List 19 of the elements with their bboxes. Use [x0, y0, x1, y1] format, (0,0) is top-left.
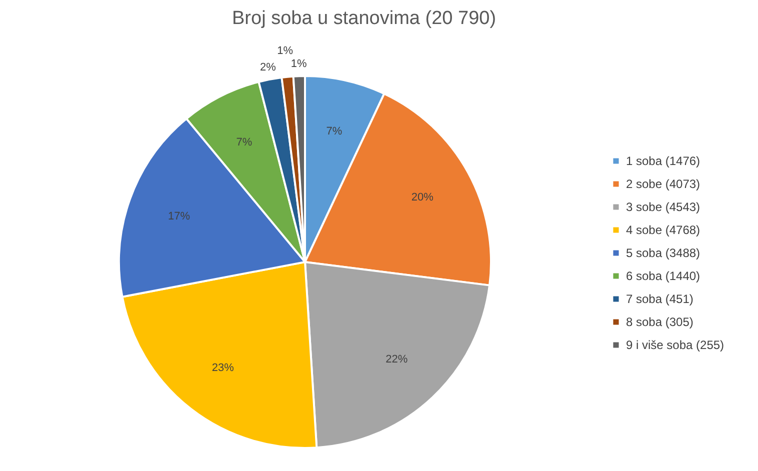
data-label: 7%	[236, 136, 252, 149]
legend-label: 2 sobe (4073)	[626, 177, 700, 191]
data-label: 23%	[212, 362, 234, 374]
legend-label: 9 i više soba (255)	[626, 338, 724, 352]
legend-label: 7 soba (451)	[626, 292, 694, 306]
legend-label: 8 soba (305)	[626, 315, 694, 329]
data-label: 1%	[277, 44, 294, 57]
chart-title: Broj soba u stanovima (20 790)	[232, 8, 496, 29]
data-label: 2%	[260, 62, 276, 74]
legend-label: 4 sobe (4768)	[626, 223, 700, 237]
data-label: 7%	[326, 125, 342, 138]
data-label: 20%	[411, 191, 434, 204]
legend-label: 3 sobe (4543)	[626, 200, 700, 214]
legend-label: 6 soba (1440)	[626, 269, 700, 283]
legend-label: 5 soba (3488)	[626, 246, 700, 260]
legend-label: 1 soba (1476)	[626, 154, 700, 168]
data-label: 17%	[168, 210, 190, 223]
data-label: 1%	[290, 58, 307, 70]
data-label: 22%	[386, 354, 408, 366]
